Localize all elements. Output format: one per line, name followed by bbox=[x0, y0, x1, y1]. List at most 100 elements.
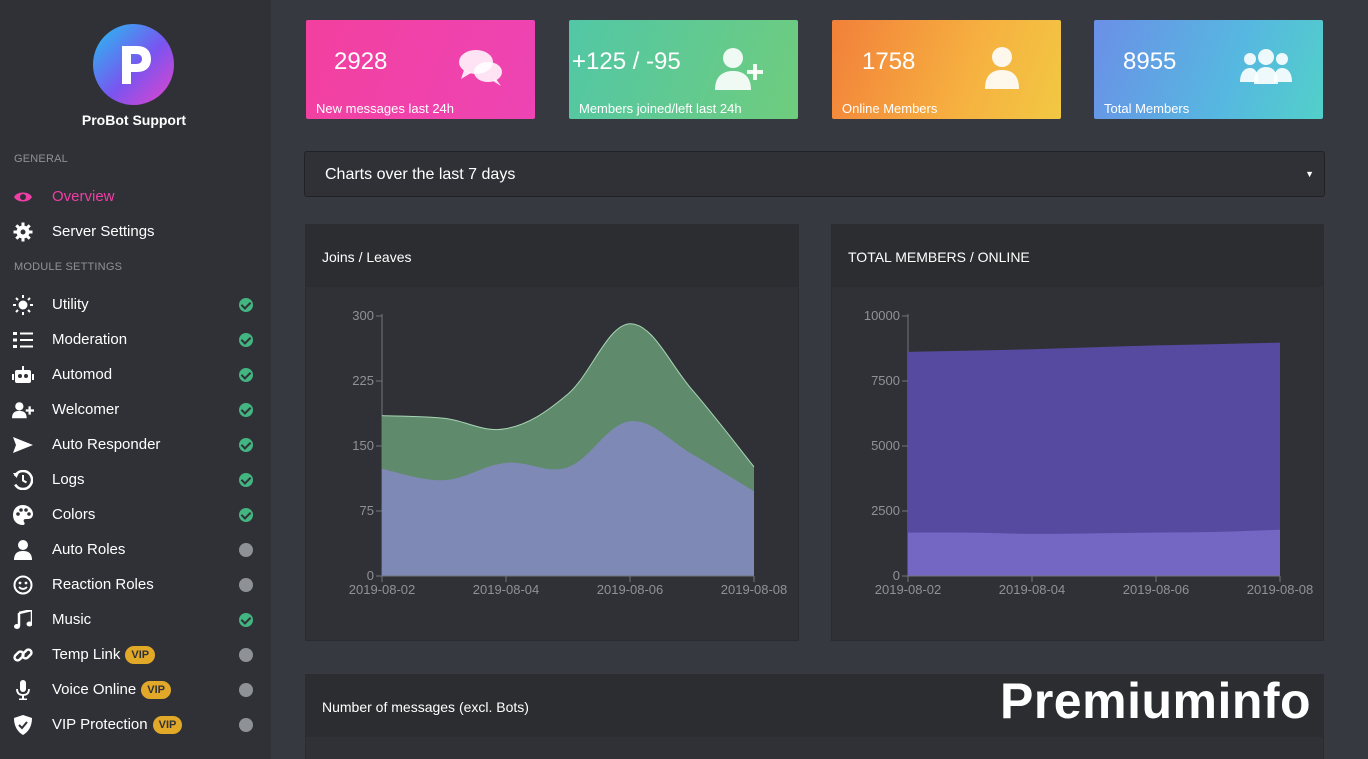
sidebar-item-label: Voice Online VIP bbox=[52, 680, 171, 699]
sidebar-item-colors[interactable]: Colors bbox=[0, 497, 271, 532]
music-note-icon bbox=[12, 609, 34, 631]
y-tick-label: 300 bbox=[352, 308, 374, 323]
sidebar-item-label: Overview bbox=[52, 188, 115, 205]
sidebar-item-auto-responder[interactable]: Auto Responder bbox=[0, 427, 271, 462]
sidebar: ProBot Support GENERAL MODULE SETTINGS O… bbox=[0, 0, 271, 759]
module-enabled-indicator bbox=[239, 472, 253, 487]
panel-header: TOTAL MEMBERS / ONLINE bbox=[832, 225, 1323, 287]
x-tick-label: 2019-08-08 bbox=[721, 582, 788, 597]
module-enabled-indicator bbox=[239, 612, 253, 627]
panel-header: Joins / Leaves bbox=[306, 225, 798, 287]
x-tick-label: 2019-08-06 bbox=[1123, 582, 1190, 597]
sidebar-item-text: Logs bbox=[52, 471, 85, 488]
sidebar-item-text: Automod bbox=[52, 366, 113, 383]
chart-range-select[interactable]: Charts over the last 7 days ▼ bbox=[304, 151, 1325, 197]
user-icon bbox=[12, 539, 34, 561]
vip-badge: VIP bbox=[125, 645, 156, 664]
sidebar-item-overview[interactable]: Overview bbox=[0, 179, 271, 214]
sidebar-item-label: Auto Roles bbox=[52, 541, 125, 558]
sidebar-item-text: Overview bbox=[52, 188, 115, 205]
sidebar-item-logs[interactable]: Logs bbox=[0, 462, 271, 497]
sidebar-item-label: Auto Responder bbox=[52, 436, 160, 453]
eye-icon bbox=[12, 186, 34, 208]
sidebar-item-text: Voice Online bbox=[52, 681, 137, 698]
sidebar-item-label: Moderation bbox=[52, 331, 127, 348]
module-disabled-indicator bbox=[239, 647, 253, 662]
panel-title: Number of messages (excl. Bots) bbox=[322, 699, 529, 715]
stat-value: 2928 bbox=[334, 48, 388, 75]
sidebar-item-label: VIP Protection VIP bbox=[52, 715, 183, 734]
sidebar-item-voice-online[interactable]: Voice Online VIP bbox=[0, 672, 271, 707]
sidebar-item-reaction-roles[interactable]: Reaction Roles bbox=[0, 567, 271, 602]
sidebar-item-text: Music bbox=[52, 611, 92, 628]
gear-icon bbox=[12, 221, 34, 243]
module-disabled-indicator bbox=[239, 717, 253, 732]
y-tick-label: 0 bbox=[893, 568, 900, 583]
sidebar-item-music[interactable]: Music bbox=[0, 602, 271, 637]
module-enabled-indicator bbox=[239, 402, 253, 417]
sidebar-item-text: Welcomer bbox=[52, 401, 120, 418]
user-plus-icon bbox=[12, 399, 34, 421]
sidebar-item-text: Utility bbox=[52, 296, 89, 313]
sidebar-item-label: Utility bbox=[52, 296, 89, 313]
x-tick-label: 2019-08-02 bbox=[875, 582, 942, 597]
stat-value: 8955 bbox=[1123, 48, 1177, 75]
server-logo[interactable] bbox=[93, 24, 174, 105]
series-1-line bbox=[907, 529, 1281, 535]
module-enabled-indicator bbox=[239, 437, 253, 452]
sidebar-item-moderation[interactable]: Moderation bbox=[0, 322, 271, 357]
y-tick-label: 75 bbox=[360, 503, 374, 518]
y-tick-label: 225 bbox=[352, 373, 374, 388]
sidebar-item-temp-link[interactable]: Temp Link VIP bbox=[0, 637, 271, 672]
history-icon bbox=[12, 469, 34, 491]
series-1-area bbox=[908, 530, 1280, 576]
sidebar-item-text: Auto Responder bbox=[52, 436, 161, 453]
sidebar-item-vip-protection[interactable]: VIP Protection VIP bbox=[0, 707, 271, 742]
user-plus-icon bbox=[715, 48, 763, 90]
comments-icon bbox=[459, 50, 502, 86]
sidebar-item-text: Moderation bbox=[52, 331, 128, 348]
watermark-text: Premiuminfo bbox=[1000, 673, 1312, 729]
module-enabled-indicator bbox=[239, 297, 253, 312]
sun-icon bbox=[12, 294, 34, 316]
module-enabled-indicator bbox=[239, 332, 253, 347]
server-name: ProBot Support bbox=[81, 112, 187, 128]
sidebar-item-auto-roles[interactable]: Auto Roles bbox=[0, 532, 271, 567]
sidebar-item-automod[interactable]: Automod bbox=[0, 357, 271, 392]
series-0-area bbox=[908, 343, 1280, 576]
sidebar-item-welcomer[interactable]: Welcomer bbox=[0, 392, 271, 427]
panel-title: TOTAL MEMBERS / ONLINE bbox=[848, 249, 1030, 265]
module-enabled-indicator bbox=[239, 367, 253, 382]
sidebar-item-utility[interactable]: Utility bbox=[0, 287, 271, 322]
module-disabled-indicator bbox=[239, 682, 253, 697]
sidebar-item-text: Temp Link bbox=[52, 646, 121, 663]
sidebar-item-server-settings[interactable]: Server Settings bbox=[0, 214, 271, 249]
series-0-line bbox=[907, 342, 1281, 353]
stat-label: Total Members bbox=[1104, 101, 1190, 116]
series-0-area bbox=[382, 421, 754, 576]
y-tick-label: 5000 bbox=[871, 438, 900, 453]
sidebar-item-label: Automod bbox=[52, 366, 112, 383]
joins-leaves-panel: Joins / Leaves 0 75 150 225 300 2019-08-02 201… bbox=[305, 224, 799, 641]
x-tick-label: 2019-08-04 bbox=[999, 582, 1066, 597]
stat-card-messages: 2928 New messages last 24h bbox=[306, 20, 535, 119]
sidebar-item-text: Colors bbox=[52, 506, 96, 523]
robot-icon bbox=[12, 364, 34, 386]
joins-leaves-chart: 0 75 150 225 300 2019-08-02 2019-08-04 2019-08-… bbox=[349, 308, 788, 597]
section-general: GENERAL bbox=[14, 153, 68, 165]
messages-panel: Number of messages (excl. Bots) bbox=[305, 674, 1324, 759]
chart-range-value: Charts over the last 7 days bbox=[325, 166, 516, 183]
module-disabled-indicator bbox=[239, 577, 253, 592]
checklist-icon bbox=[12, 329, 34, 351]
sidebar-item-text: Server Settings bbox=[52, 223, 155, 240]
y-tick-label: 150 bbox=[352, 438, 374, 453]
sidebar-item-text: VIP Protection bbox=[52, 716, 148, 733]
sidebar-item-label: Colors bbox=[52, 506, 95, 523]
y-tick-label: 7500 bbox=[871, 373, 900, 388]
x-tick-label: 2019-08-06 bbox=[597, 582, 664, 597]
section-module-settings: MODULE SETTINGS bbox=[14, 261, 123, 273]
x-tick-label: 2019-08-02 bbox=[349, 582, 416, 597]
module-disabled-indicator bbox=[239, 542, 253, 557]
caret-down-icon: ▼ bbox=[1305, 169, 1314, 179]
paper-plane-icon bbox=[12, 434, 34, 456]
